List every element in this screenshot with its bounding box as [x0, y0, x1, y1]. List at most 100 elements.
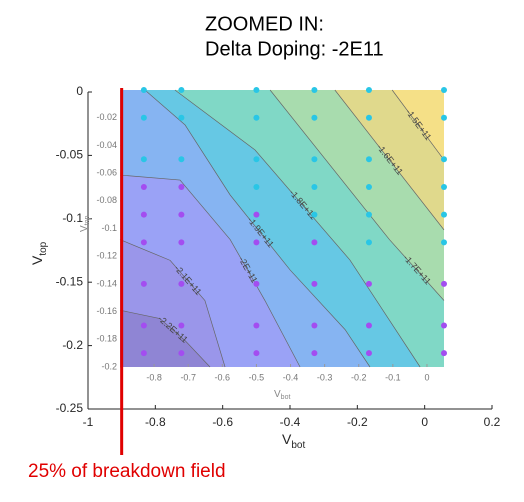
inner-x-tick-label: -0.6: [215, 372, 231, 382]
scatter-point: [365, 183, 372, 190]
y-tick-label: -0.1: [62, 211, 83, 225]
contour-line: [334, 89, 445, 231]
y-tick-label: -0.2: [62, 338, 83, 352]
scatter-point: [365, 280, 372, 287]
scatter-point: [311, 87, 318, 93]
inner-x-tick-label: -0.1: [385, 372, 401, 382]
scatter-point: [441, 239, 447, 246]
scatter-point: [365, 156, 372, 163]
scatter-point: [365, 239, 372, 246]
scatter-point: [441, 87, 447, 93]
scatter-point: [441, 156, 447, 163]
scatter-point: [441, 322, 447, 329]
x-tick-label: -0.2: [347, 415, 368, 429]
breakdown-label: 25% of breakdown field: [28, 461, 226, 482]
inner-y-tick-label: -0.1: [101, 223, 117, 233]
scatter-point: [178, 280, 185, 287]
contour-line: [119, 239, 226, 368]
chart-title: ZOOMED IN:: [205, 13, 324, 35]
inner-y-tick-label: -0.04: [96, 140, 117, 150]
scatter-point: [178, 156, 185, 163]
y-tick-label: 0: [76, 84, 83, 98]
scatter-point: [253, 87, 260, 93]
axis-label-sub: bot: [281, 394, 291, 401]
scatter-point: [253, 350, 260, 357]
scatter-point: [178, 87, 185, 93]
scatter-point: [140, 114, 147, 121]
scatter-point: [140, 156, 147, 163]
y-tick-label: -0.15: [56, 274, 84, 288]
inner-y-tick-label: -0.12: [96, 251, 117, 261]
inner-y-tick-label: -0.2: [101, 361, 117, 371]
scatter-point: [253, 280, 260, 287]
axis-label-main: V: [79, 225, 90, 232]
scatter-point: [311, 211, 318, 218]
scatter-point: [140, 350, 147, 357]
scatter-point: [311, 350, 318, 357]
scatter-point: [311, 156, 318, 163]
scatter-point: [140, 211, 147, 218]
inner-y-tick-label: -0.14: [96, 278, 117, 288]
axis-label-main: V: [274, 389, 281, 400]
scatter-point: [441, 350, 447, 357]
inner-x-tick-label: 0: [424, 372, 429, 382]
scatter-point: [253, 211, 260, 218]
inner-x-tick-label: -0.7: [180, 372, 196, 382]
scatter-point: [140, 87, 147, 93]
inner-x-tick-label: -0.8: [146, 372, 162, 382]
axis-label-sub: top: [38, 241, 49, 255]
scatter-point: [253, 239, 260, 246]
scatter-point: [140, 239, 147, 246]
scatter-point: [365, 350, 372, 357]
axis-label-sub: top: [84, 215, 91, 225]
scatter-point: [441, 280, 447, 287]
x-tick-label: 0.2: [484, 415, 501, 429]
scatter-point: [365, 322, 372, 329]
scatter-point: [441, 211, 447, 218]
scatter-point: [253, 322, 260, 329]
x-tick-label: -0.6: [212, 415, 233, 429]
scatter-point: [365, 211, 372, 218]
contour-line: [269, 89, 445, 301]
x-tick-label: -1: [83, 415, 94, 429]
inner-y-tick-label: -0.02: [96, 112, 117, 122]
scatter-point: [178, 211, 185, 218]
scatter-point: [365, 87, 372, 93]
axis-label: Vtop: [79, 215, 92, 232]
inner-y-tick-label: -0.08: [96, 195, 117, 205]
scatter-point: [178, 114, 185, 121]
scatter-point: [140, 280, 147, 287]
scatter-point: [253, 183, 260, 190]
contour-line: [119, 174, 301, 368]
inner-x-tick-label: -0.3: [317, 372, 333, 382]
scatter-point: [365, 114, 372, 121]
axis-label-main: V: [282, 431, 292, 447]
scatter-point: [441, 183, 447, 190]
inner-y-tick-label: -0.18: [96, 334, 117, 344]
y-tick-label: -0.25: [56, 401, 84, 415]
scatter-point: [178, 322, 185, 329]
scatter-point: [311, 280, 318, 287]
chart-title: Delta Doping: -2E11: [205, 38, 384, 60]
inner-y-tick-label: -0.06: [96, 167, 117, 177]
x-tick-label: 0: [421, 415, 428, 429]
scatter-point: [311, 322, 318, 329]
inner-x-tick-label: -0.4: [283, 372, 299, 382]
scatter-point: [140, 183, 147, 190]
scatter-point: [311, 183, 318, 190]
contour-line: [144, 89, 371, 368]
y-tick-label: -0.05: [56, 148, 84, 162]
x-tick-label: -0.4: [280, 415, 301, 429]
scatter-point: [253, 114, 260, 121]
inner-x-tick-label: -0.5: [249, 372, 265, 382]
contour-line: [391, 89, 445, 161]
inner-y-tick-label: -0.16: [96, 306, 117, 316]
axis-label: Vbot: [274, 389, 290, 402]
scatter-point: [178, 239, 185, 246]
inner-x-tick-label: -0.2: [351, 372, 367, 382]
scatter-point: [441, 114, 447, 121]
scatter-point: [311, 114, 318, 121]
x-tick-label: -0.8: [145, 415, 166, 429]
contour-line: [119, 309, 211, 368]
